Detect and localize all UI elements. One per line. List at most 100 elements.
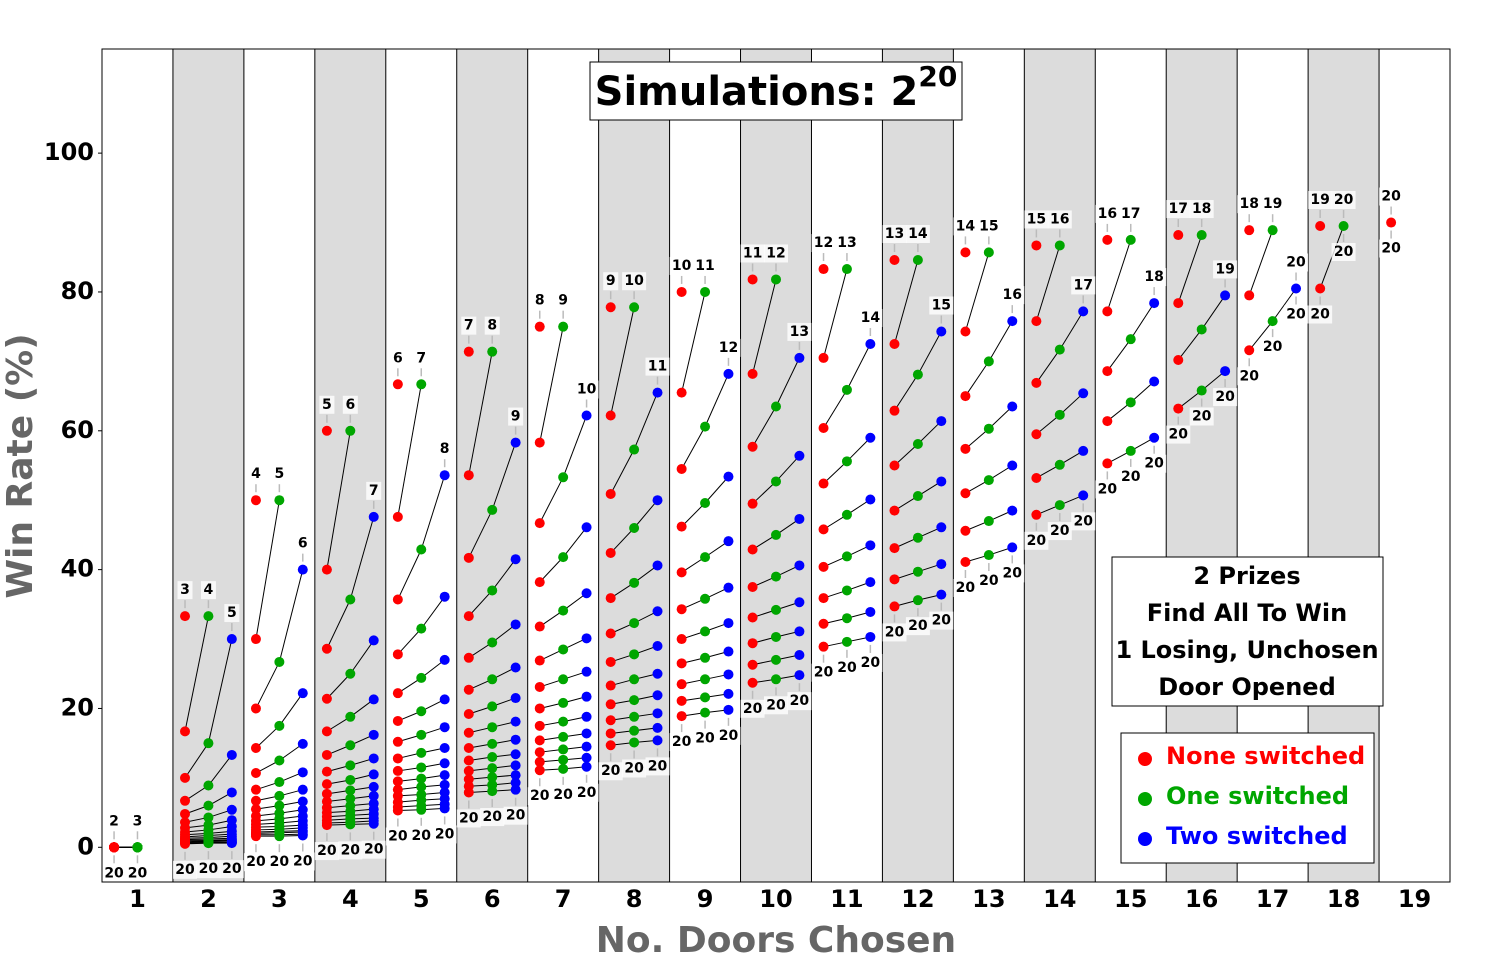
x-tick-label: 6 [484,885,501,913]
point [463,652,474,663]
connector [491,442,517,511]
point [274,831,285,842]
point [747,544,758,555]
point-label: 20 [837,660,857,676]
x-tick-label: 17 [1256,885,1289,913]
connector [397,384,422,517]
connector [1130,381,1155,403]
point [1338,221,1349,232]
point-label: 8 [487,318,497,334]
point [723,536,734,547]
point [510,662,521,673]
point [321,726,332,737]
point [416,729,427,740]
point [747,274,758,285]
point-label: 20 [1334,192,1354,208]
point [889,255,900,266]
point [1102,416,1113,427]
point-label: 20 [1144,456,1164,472]
point-label: 20 [1381,189,1401,205]
point [676,604,687,615]
point-label: 20 [648,758,668,774]
x-tick-label: 3 [271,885,288,913]
point-label: 20 [979,573,999,589]
point [463,684,474,695]
x-tick-label: 2 [200,885,217,913]
point [652,735,663,746]
x-tick-label: 9 [697,885,714,913]
label-bg [1260,338,1285,357]
label-bg [1331,243,1356,262]
point [1007,401,1018,412]
point [297,688,308,699]
point [841,456,852,467]
x-tick-label: 10 [759,885,792,913]
label-bg [102,864,127,883]
point [392,805,403,816]
point [534,518,545,529]
point-label: 20 [1050,523,1070,539]
connector [752,406,777,448]
point [345,819,356,830]
point-label: 20 [293,853,313,869]
point [1173,230,1184,241]
point [1149,298,1160,309]
point [676,711,687,722]
label-bg [1260,195,1285,214]
title-exponent: 20 [918,60,957,93]
point [534,720,545,731]
point [226,634,237,645]
point [180,808,191,819]
point [581,666,592,677]
point [723,646,734,657]
label-bg [1213,388,1238,407]
point [652,387,663,398]
point [605,593,616,604]
point [841,264,852,275]
label-bg [1379,187,1404,206]
connector [775,357,800,407]
point [1149,432,1160,443]
point [1007,316,1018,327]
connector [349,516,375,600]
point [818,618,829,629]
x-tick-label: 12 [901,885,934,913]
point [416,804,427,815]
point [865,432,876,443]
point [676,658,687,669]
point [581,522,592,533]
connector [1106,338,1132,372]
point [771,654,781,665]
point [794,650,805,661]
label-bg [1308,305,1333,324]
point [321,693,332,704]
point [676,695,687,706]
point [274,800,285,811]
point [1031,377,1042,388]
point [463,774,474,785]
label-bg [882,225,907,244]
point [416,379,427,390]
point [605,699,616,710]
point-label: 7 [416,350,426,366]
label-bg [929,611,954,630]
label-bg [976,572,1001,591]
point [250,804,261,815]
point [463,727,474,738]
point [771,674,781,685]
connector [539,556,564,583]
point [1007,542,1018,553]
point [203,812,214,823]
point-label: 14 [956,218,976,234]
connector [1036,414,1061,435]
point [345,793,356,804]
point-labels: 2 20 3 20 3 20 4 20 5 20 4 20 5 20 6 20 5 20 6 20 7 20 6 20 7 20 8… [102,187,1404,883]
point-label: 19 [1310,192,1329,208]
point [321,779,332,790]
label-bg [224,604,240,623]
point [629,674,640,685]
point [841,585,852,596]
point [558,731,569,742]
point-label: 20 [482,809,502,825]
point [321,564,332,575]
